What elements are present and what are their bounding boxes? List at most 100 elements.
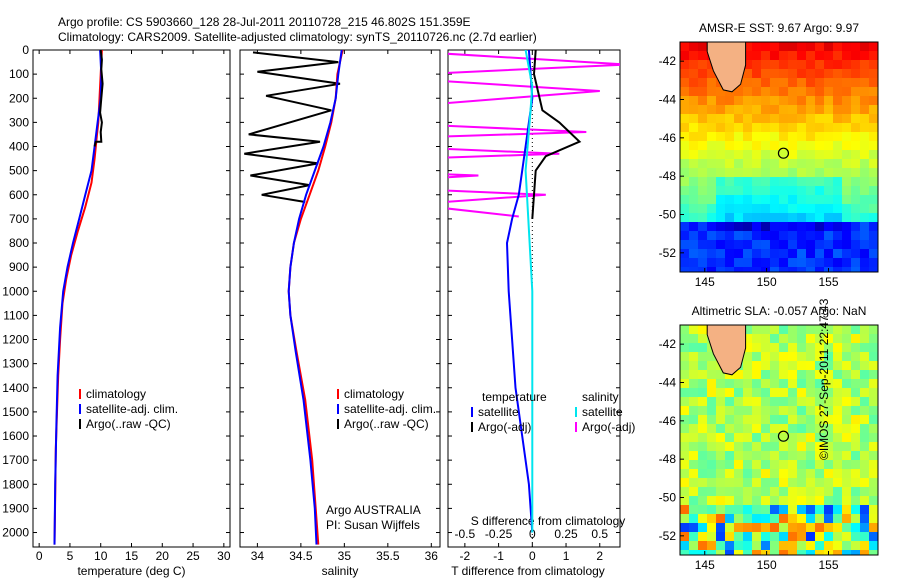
sla-map-cell [824,496,834,506]
sst-map-cell [833,87,843,97]
sla-map-cell [752,550,762,555]
sla-map-cell [761,433,771,443]
sst-map-cell [734,168,744,178]
sla-map-cell [689,325,699,335]
depth-tick-label: 200 [9,91,29,105]
sst-map-cell [797,150,807,160]
sla-map-cell [752,523,762,533]
sst-map-cell [752,258,762,268]
sla-map-cell [779,541,789,551]
sst-map-cell [797,78,807,88]
sst-map-cell [734,114,744,124]
sst-map-cell [815,123,825,133]
sla-map-cell [797,361,807,371]
sst-map-cell [779,114,789,124]
sst-map-cell [680,60,690,70]
sla-map-cell [851,379,861,389]
sst-map-cell [806,177,816,187]
sst-map-cell [842,240,852,250]
sst-map-cell [806,51,816,61]
sla-map-cell [824,532,834,542]
sla-map-cell [797,541,807,551]
sla-map-cell [752,397,762,407]
sla-map-cell [680,541,690,551]
sla-map-cell [689,496,699,506]
depth-tick-label: 100 [9,67,29,81]
sla-map-cell [815,325,825,335]
sla-map-cell [824,361,834,371]
sst-map-cell [815,258,825,268]
depth-tick-label: 300 [9,115,29,129]
sst-map-cell [869,168,878,178]
sst-map-cell [842,249,852,259]
sst-map-cell [869,195,878,205]
sla-map-cell [797,505,807,515]
sla-map-cell [842,343,852,353]
sst-map-cell [860,150,870,160]
sst-map-cell [851,96,861,106]
sst-map-cell [716,267,726,272]
sla-map-cell [833,487,843,497]
sst-map-cell [743,51,753,61]
sla-map-cell [734,442,744,452]
sst-map-cell [869,258,878,268]
sla-map-cell [761,334,771,344]
sla-map-cell [716,451,726,461]
sla-map-cell [698,415,708,425]
sla-map-cell [851,505,861,515]
sla-map-cell [779,334,789,344]
sst-map-cell [779,123,789,133]
temperature-tick-label: 5 [67,549,74,563]
sst-map-cell [770,96,780,106]
sst-map-cell [680,168,690,178]
sla-map-cell [869,505,878,515]
sla-map-cell [698,442,708,452]
sst-map-cell [716,87,726,97]
sla-map-cell [815,415,825,425]
depth-tick-label: 400 [9,140,29,154]
sst-map-cell [707,204,717,214]
sla-map-cell [716,424,726,434]
sst-map-cell [689,231,699,241]
sst-map-cell [680,186,690,196]
salinity-tick-label: 34 [251,549,265,563]
sst-map-cell [860,87,870,97]
sla-map-cell [869,451,878,461]
sla-map-cell [752,451,762,461]
temperature-frame [32,49,231,548]
sla-map-cell [716,433,726,443]
sla-map-cell [743,424,753,434]
sst-map-cell [869,141,878,151]
sla-map-cell [797,451,807,461]
sst-map-cell [743,249,753,259]
sst-map-cell [806,213,816,223]
sst-map-cell [725,96,735,106]
sst-map-cell [851,69,861,79]
sst-map-cell [716,186,726,196]
sst-map-cell [833,240,843,250]
sla-map-cell [770,406,780,416]
sla-map-cell [788,460,798,470]
sla-map-cell [824,478,834,488]
sst-map-cell [680,222,690,232]
sla-map-cell [716,469,726,479]
sla-map-cell [770,361,780,371]
sla-map-cell [761,451,771,461]
sla-map-cell [761,532,771,542]
sla-map-cell [689,343,699,353]
sla-map-cell [788,370,798,380]
sla-map-cell [833,325,843,335]
sst-map-cell [788,150,798,160]
sla-map-cell [851,532,861,542]
sst-map-cell [752,213,762,223]
sla-map-cell [779,496,789,506]
sla-map-cell [734,370,744,380]
sla-map-cell [743,406,753,416]
depth-tick-label: 1200 [2,333,29,347]
sst-map-cell [761,87,771,97]
sst-map-cell [815,240,825,250]
sst-map-cell [707,69,717,79]
sla-map-cell [779,406,789,416]
sla-map-cell [752,406,762,416]
sla-map-cell [806,541,816,551]
